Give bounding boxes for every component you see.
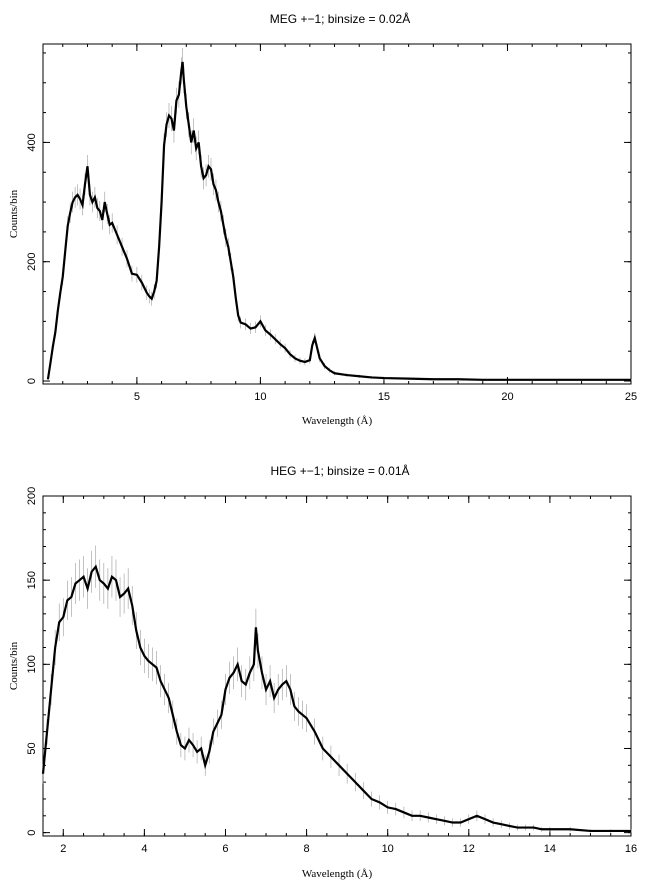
heg-y-tick-label: 150	[26, 571, 38, 589]
heg-spectrum-line	[41, 564, 631, 833]
heg-error-bars	[42, 545, 632, 833]
meg-x-tick-label: 10	[254, 391, 266, 403]
heg-y-axis-label: Counts/bin	[8, 641, 20, 690]
heg-y-tick-label: 50	[26, 742, 38, 754]
heg-panel: HEG +−1; binsize = 0.01Å 2 4 6 8 10 12 14 16 0 50…	[8, 463, 637, 880]
meg-x-tick-label: 5	[134, 391, 140, 403]
heg-y-tick-label: 0	[26, 830, 38, 836]
meg-plot-frame	[42, 43, 632, 385]
meg-chart-title: MEG +−1; binsize = 0.02Å	[270, 11, 410, 26]
heg-axis-ticks: 2 4 6 8 10 12 14 16 0 50 100 150 200	[26, 487, 637, 855]
heg-y-tick-label: 100	[26, 655, 38, 673]
heg-x-tick-label: 2	[60, 843, 66, 855]
heg-x-tick-label: 4	[141, 843, 147, 855]
meg-x-tick-label: 20	[501, 391, 513, 403]
meg-y-tick-label: 400	[26, 133, 38, 151]
meg-x-tick-label: 25	[625, 391, 637, 403]
heg-chart-title: HEG +−1; binsize = 0.01Å	[270, 463, 409, 478]
meg-x-axis-label: Wavelength (Å)	[302, 415, 373, 427]
heg-x-tick-label: 16	[625, 843, 637, 855]
meg-spectrum-line	[46, 61, 631, 381]
heg-y-tick-label: 200	[26, 487, 38, 505]
heg-plot-frame	[42, 495, 632, 837]
heg-x-tick-label: 6	[222, 843, 228, 855]
meg-panel: MEG +−1; binsize = 0.02Å 5 10 15 20 25 0 200 40…	[8, 11, 637, 427]
heg-x-tick-label: 10	[382, 843, 394, 855]
heg-x-tick-label: 8	[304, 843, 310, 855]
meg-error-bars	[47, 48, 632, 381]
heg-x-axis-label: Wavelength (Å)	[302, 868, 373, 880]
meg-y-tick-label: 0	[26, 378, 38, 384]
meg-x-tick-label: 15	[378, 391, 390, 403]
heg-x-tick-label: 14	[544, 843, 556, 855]
meg-y-axis-label: Counts/bin	[8, 189, 20, 238]
heg-x-tick-label: 12	[463, 843, 475, 855]
meg-axis-ticks: 5 10 15 20 25 0 200 400	[26, 44, 637, 403]
meg-y-tick-label: 200	[26, 253, 38, 271]
